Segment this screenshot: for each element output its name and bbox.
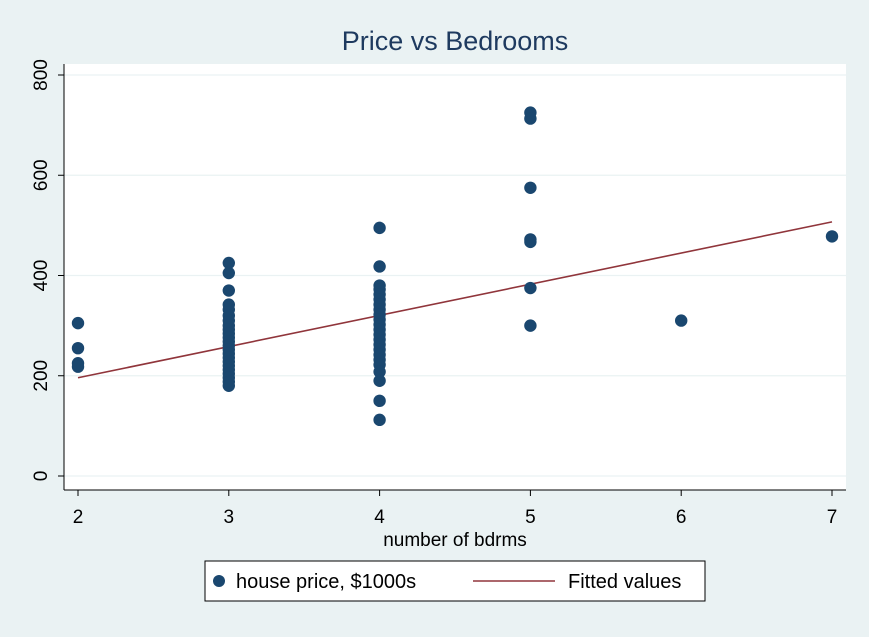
fitted-line-group — [77, 221, 833, 379]
data-point-46 — [373, 365, 386, 378]
data-point-27 — [373, 221, 386, 235]
gridlines — [64, 74, 846, 477]
data-point-52 — [524, 181, 537, 194]
data-point-51 — [524, 112, 537, 125]
data-point-6 — [222, 284, 235, 297]
data-points — [71, 106, 839, 427]
data-point-4 — [222, 256, 235, 270]
y-tick-label-600: 600 — [31, 159, 52, 191]
data-point-54 — [524, 235, 537, 249]
data-point-1 — [71, 341, 85, 355]
data-point-47 — [373, 374, 386, 387]
x-axis-label: number of bdrms — [383, 530, 527, 551]
chart-title: Price vs Bedrooms — [342, 26, 569, 56]
legend-label-house-price: house price, $1000s — [236, 571, 416, 593]
x-tick-label-3: 3 — [224, 507, 235, 528]
legend-marker-house-price — [213, 575, 225, 587]
y-tick-label-400: 400 — [31, 260, 52, 292]
x-tick-label-6: 6 — [676, 507, 687, 528]
x-tick-label-7: 7 — [827, 507, 838, 528]
data-point-56 — [524, 319, 537, 332]
data-point-49 — [373, 413, 386, 427]
data-point-58 — [825, 230, 839, 243]
legend-box — [204, 560, 706, 602]
data-point-26 — [222, 379, 235, 392]
data-point-57 — [675, 314, 688, 327]
data-point-5 — [222, 266, 235, 280]
y-tick-label-800: 800 — [31, 59, 52, 91]
x-tick-label-5: 5 — [525, 507, 536, 528]
x-tick-label-4: 4 — [374, 507, 385, 528]
legend-label-fitted: Fitted values — [568, 571, 681, 593]
data-point-0 — [71, 316, 85, 330]
data-point-28 — [373, 260, 386, 273]
axes: 0 200 400 600 800 2 3 4 5 6 7 — [31, 59, 846, 528]
y-tick-label-0: 0 — [31, 471, 52, 482]
plot-background — [64, 64, 846, 490]
y-tick-label-200: 200 — [31, 360, 52, 392]
data-point-48 — [373, 394, 386, 408]
x-tick-label-2: 2 — [73, 507, 84, 528]
data-point-3 — [71, 360, 85, 373]
fitted-line — [77, 221, 833, 379]
data-point-55 — [524, 281, 537, 295]
legend: house price, $1000s Fitted values — [204, 560, 706, 602]
